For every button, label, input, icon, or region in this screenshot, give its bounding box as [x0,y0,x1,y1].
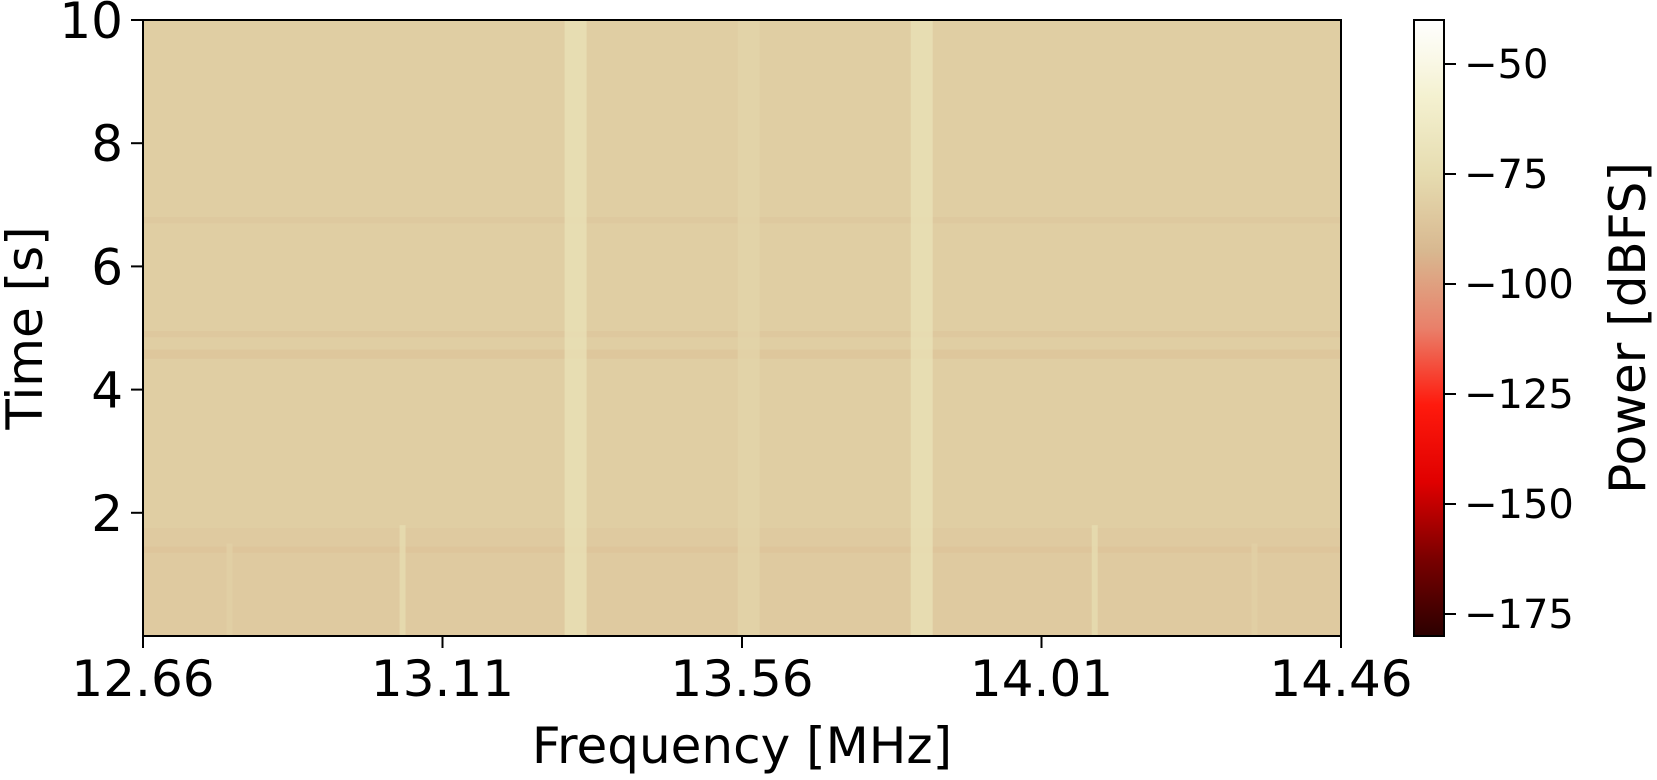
y-tick-label: 2 [91,485,123,543]
colorbar [1414,20,1444,636]
y-tick-label: 4 [91,362,123,420]
colorbar-tick-label: −75 [1464,152,1548,198]
heatmap-area [143,20,1341,636]
x-tick-label: 14.01 [970,650,1113,708]
heatmap-line [227,544,233,636]
heatmap-line [911,20,933,636]
heatmap-line [400,525,406,636]
x-tick-label: 13.56 [670,650,813,708]
y-tick-label: 10 [59,0,123,50]
heatmap-line [565,20,587,636]
x-axis-label: Frequency [MHz] [532,717,952,775]
colorbar-tick-label: −50 [1464,42,1548,88]
colorbar-tick-label: −175 [1464,592,1574,638]
colorbar-tick-label: −125 [1464,372,1574,418]
heatmap-line [738,20,760,636]
colorbar-label: Power [dBFS] [1599,162,1657,494]
x-axis: 12.66 13.11 13.56 14.01 14.46 [71,636,1412,708]
y-axis: 2 4 6 8 10 [59,0,143,543]
colorbar-tick-label: −150 [1464,482,1574,528]
colorbar-axis: −50 −75 −100 −125 −150 −175 [1444,42,1574,638]
y-tick-label: 6 [91,238,123,296]
y-axis-label: Time [s] [0,226,54,430]
colorbar-tick-label: −100 [1464,262,1574,308]
heatmap-line [1251,544,1257,636]
x-tick-label: 12.66 [71,650,214,708]
x-tick-label: 13.11 [371,650,514,708]
y-tick-label: 8 [91,115,123,173]
heatmap-line [1092,525,1098,636]
x-tick-label: 14.46 [1269,650,1412,708]
